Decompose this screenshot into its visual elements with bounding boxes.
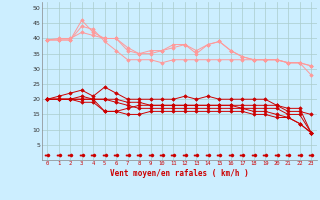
X-axis label: Vent moyen/en rafales ( km/h ): Vent moyen/en rafales ( km/h ) [110, 169, 249, 178]
